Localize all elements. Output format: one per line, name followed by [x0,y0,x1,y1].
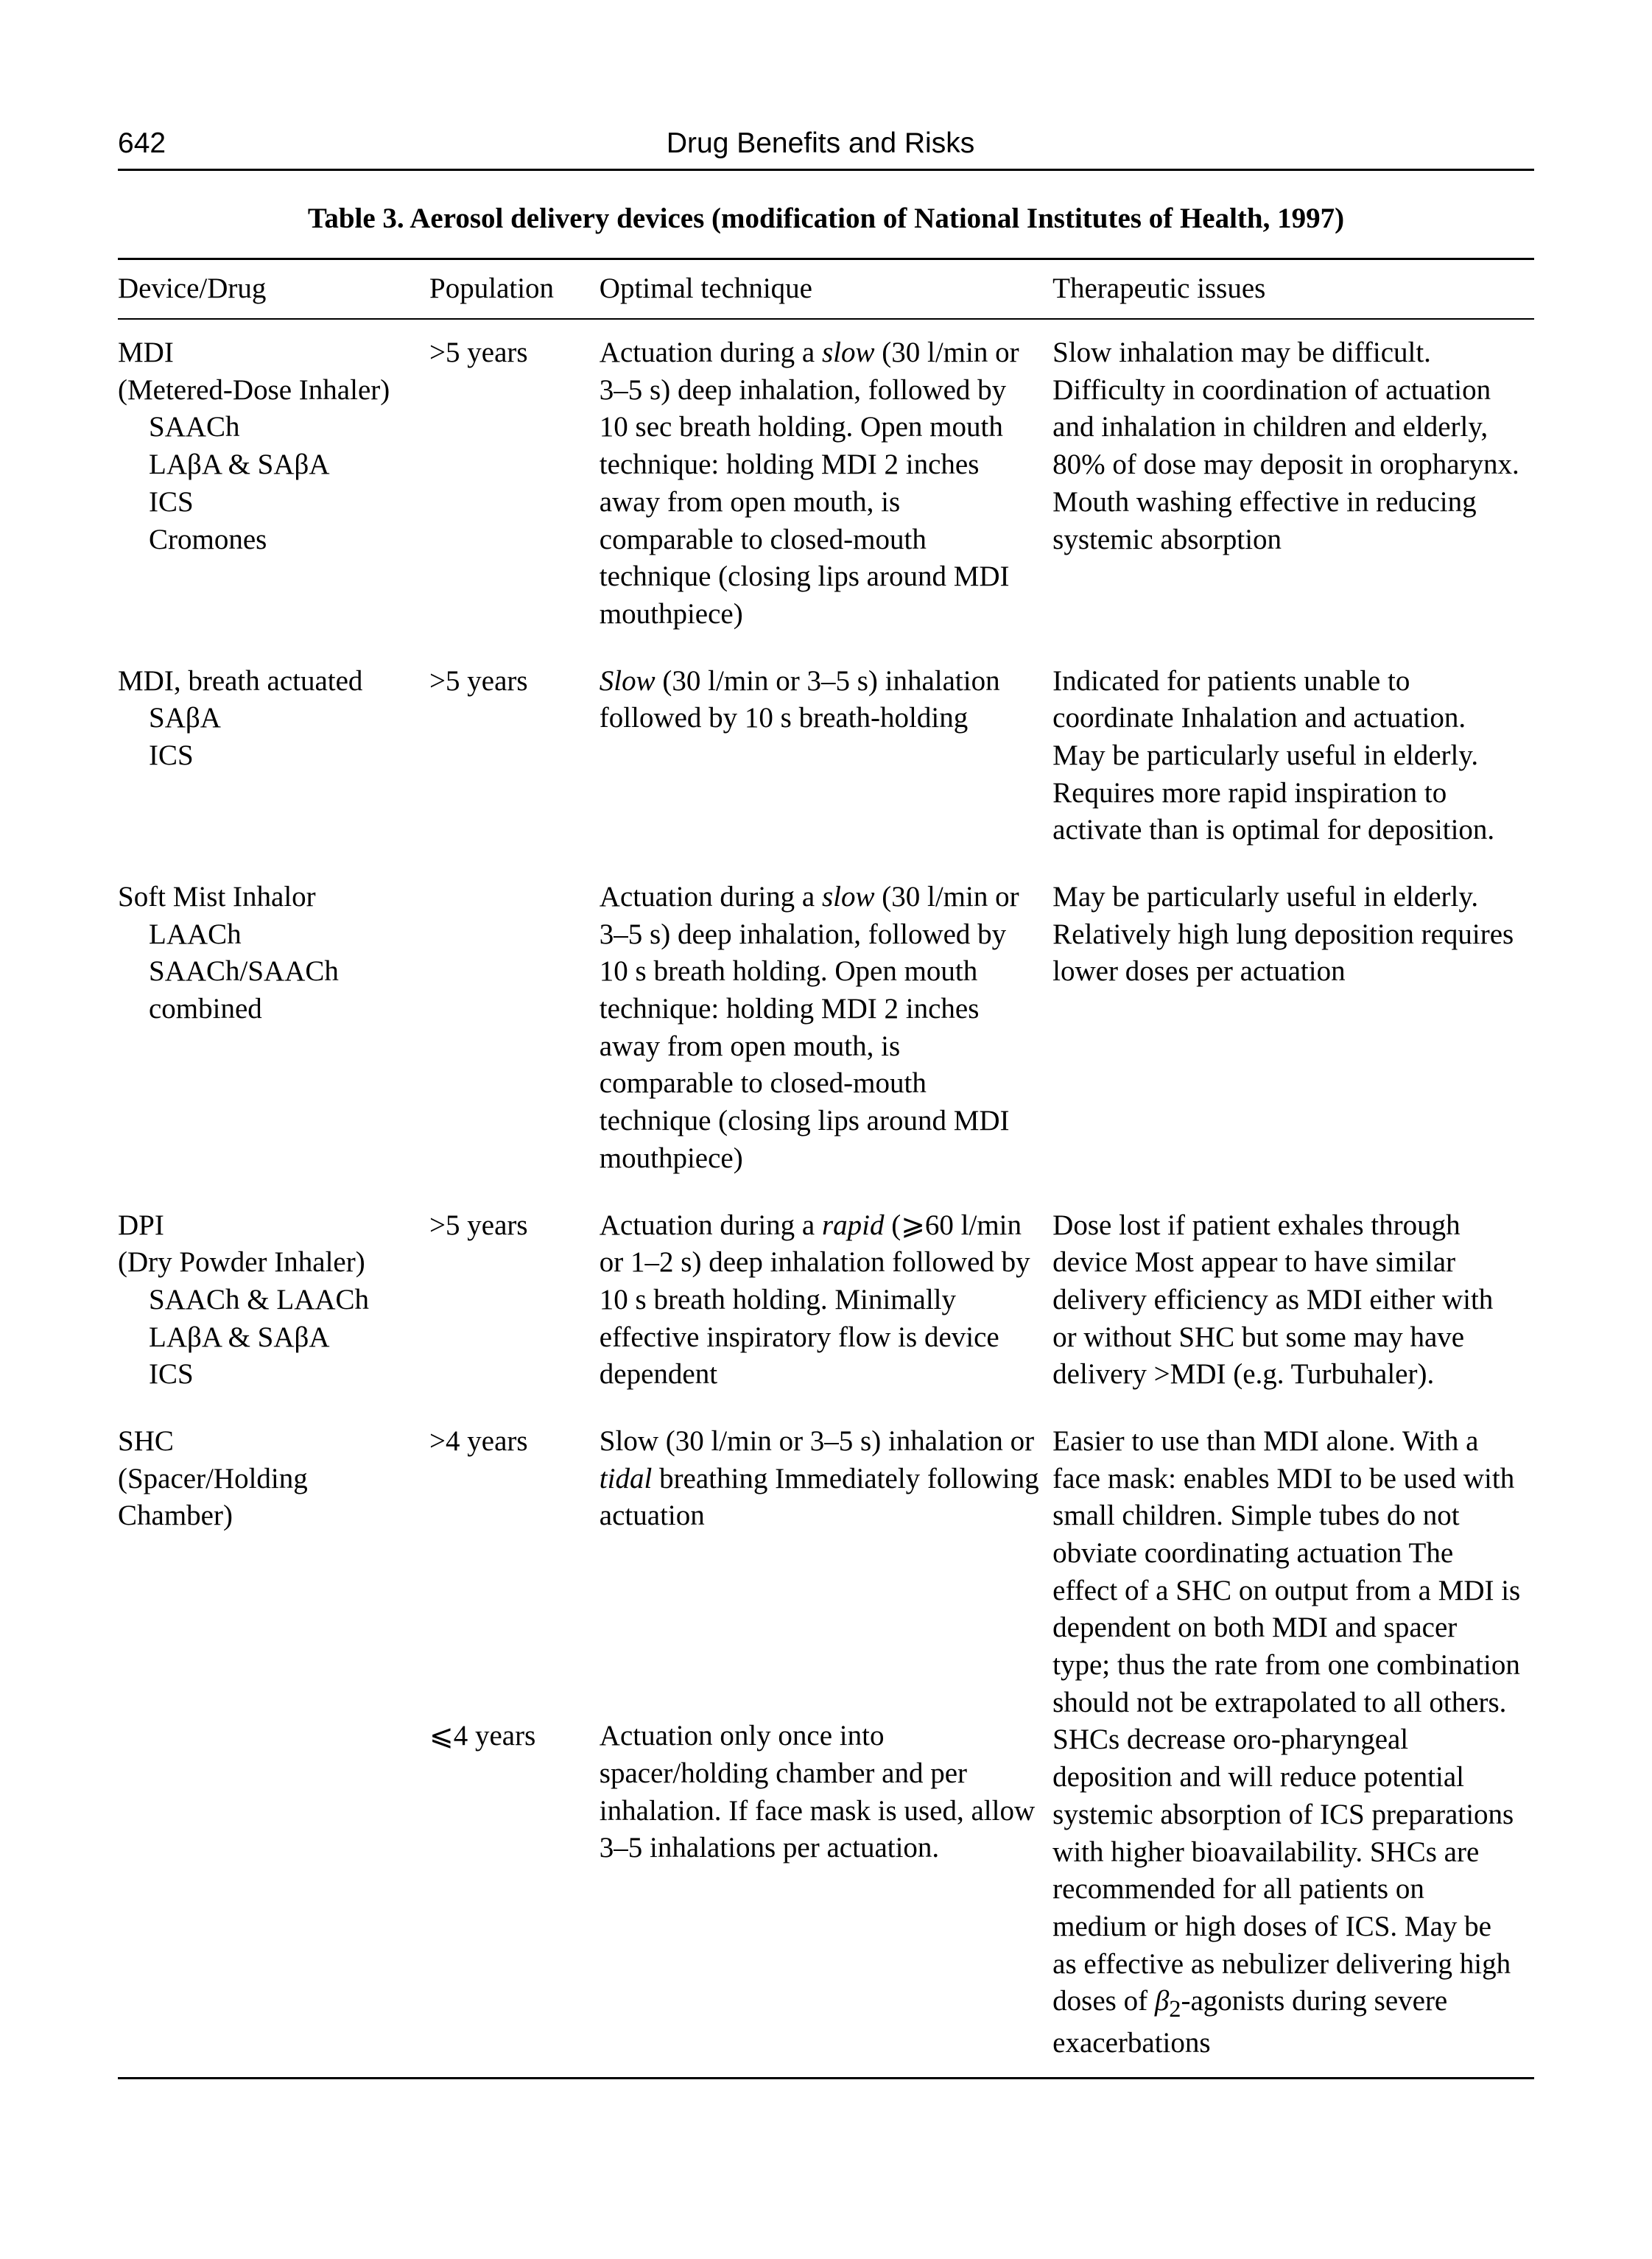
technique-text: Actuation during a [600,337,822,368]
device-cell: Soft Mist Inhalor LAACh SAACh/SAACh comb… [118,864,429,1192]
issues-cell: Indicated for patients unable to coordin… [1052,648,1534,864]
device-name: DPI [118,1209,164,1241]
device-drug: SAACh [118,409,416,446]
technique-emph: slow [822,881,875,913]
population-cell: >5 years [429,1192,600,1408]
device-cell: DPI (Dry Powder Inhaler) SAACh & LAACh L… [118,1192,429,1408]
col-technique-header: Optimal technique [600,259,1052,319]
device-subtitle: (Metered-Dose Inhaler) [118,374,390,406]
population-cell: >4 years [429,1408,600,1703]
technique-text: breathing Immediately following actuatio… [600,1463,1039,1532]
issues-subscript: 2 [1169,1996,1181,2023]
table-row: MDI, breath actuated SAβA ICS >5 years S… [118,648,1534,864]
device-drug: LAβA & SAβA [118,1319,416,1357]
aerosol-table: Device/Drug Population Optimal technique… [118,258,1534,2079]
issues-emph: β [1155,1985,1169,2017]
running-header: 642 Drug Benefits and Risks [118,125,1534,171]
device-drug: SAβA [118,700,416,737]
device-name: Soft Mist Inhalor [118,881,316,913]
col-population-header: Population [429,259,600,319]
population-cell: >5 years [429,648,600,864]
table-row: SHC (Spacer/Holding Chamber) >4 years Sl… [118,1408,1534,1703]
table-row: DPI (Dry Powder Inhaler) SAACh & LAACh L… [118,1192,1534,1408]
device-drug: ICS [118,737,416,775]
issues-cell: May be particularly useful in elderly. R… [1052,864,1534,1192]
table-header-row: Device/Drug Population Optimal technique… [118,259,1534,319]
technique-emph: rapid [822,1209,885,1241]
technique-text: (30 l/min or 3–5 s) deep inhalation, fol… [600,881,1019,1174]
book-title: Drug Benefits and Risks [166,125,1475,163]
technique-text: Actuation during a [600,881,822,913]
technique-text: Actuation during a [600,1209,822,1241]
device-drug: SAACh & LAACh [118,1282,416,1319]
technique-cell: Slow (30 l/min or 3–5 s) inhalation foll… [600,648,1052,864]
table-caption: Table 3. Aerosol delivery devices (modif… [118,200,1534,238]
technique-cell: Actuation during a slow (30 l/min or 3–5… [600,864,1052,1192]
technique-cell: Slow (30 l/min or 3–5 s) inhalation or t… [600,1408,1052,1703]
col-issues-header: Therapeutic issues [1052,259,1534,319]
technique-emph: slow [822,337,875,368]
page: 642 Drug Benefits and Risks Table 3. Aer… [0,0,1652,2259]
population-cell: >5 years [429,319,600,648]
population-cell [429,864,600,1192]
device-drug: Cromones [118,521,416,559]
device-cell [118,1703,429,2078]
device-drug: LAβA & SAβA [118,446,416,484]
device-drug: ICS [118,1356,416,1394]
issues-cell: Dose lost if patient exhales through dev… [1052,1192,1534,1408]
device-drug: ICS [118,484,416,521]
page-number: 642 [118,125,166,163]
technique-cell: Actuation during a slow (30 l/min or 3–5… [600,319,1052,648]
device-name: MDI, breath actuated [118,665,362,697]
device-cell: MDI (Metered-Dose Inhaler) SAACh LAβA & … [118,319,429,648]
population-cell: ⩽4 years [429,1703,600,2078]
technique-text: (30 l/min or 3–5 s) deep inhalation, fol… [600,337,1019,630]
technique-text: Slow (30 l/min or 3–5 s) inhalation or [600,1425,1034,1457]
device-subtitle: (Dry Powder Inhaler) [118,1246,365,1278]
issues-cell: Easier to use than MDI alone. With a fac… [1052,1408,1534,2079]
col-device-header: Device/Drug [118,259,429,319]
device-drug: LAACh [118,916,416,954]
technique-emph: tidal [600,1463,653,1494]
issues-text: Easier to use than MDI alone. With a fac… [1052,1425,1520,2017]
technique-text: (30 l/min or 3–5 s) inhalation followed … [600,665,1000,734]
device-drug: SAACh/SAACh combined [118,953,416,1027]
device-cell: SHC (Spacer/Holding Chamber) [118,1408,429,1703]
table-row: MDI (Metered-Dose Inhaler) SAACh LAβA & … [118,319,1534,648]
device-name: SHC [118,1425,174,1457]
device-cell: MDI, breath actuated SAβA ICS [118,648,429,864]
issues-cell: Slow inhalation may be difficult. Diffic… [1052,319,1534,648]
technique-cell: Actuation only once into spacer/holding … [600,1703,1052,2078]
table-row: Soft Mist Inhalor LAACh SAACh/SAACh comb… [118,864,1534,1192]
device-name: MDI [118,337,174,368]
technique-cell: Actuation during a rapid (⩾60 l/min or 1… [600,1192,1052,1408]
device-subtitle: (Spacer/Holding Chamber) [118,1463,308,1532]
technique-emph: Slow [600,665,655,697]
